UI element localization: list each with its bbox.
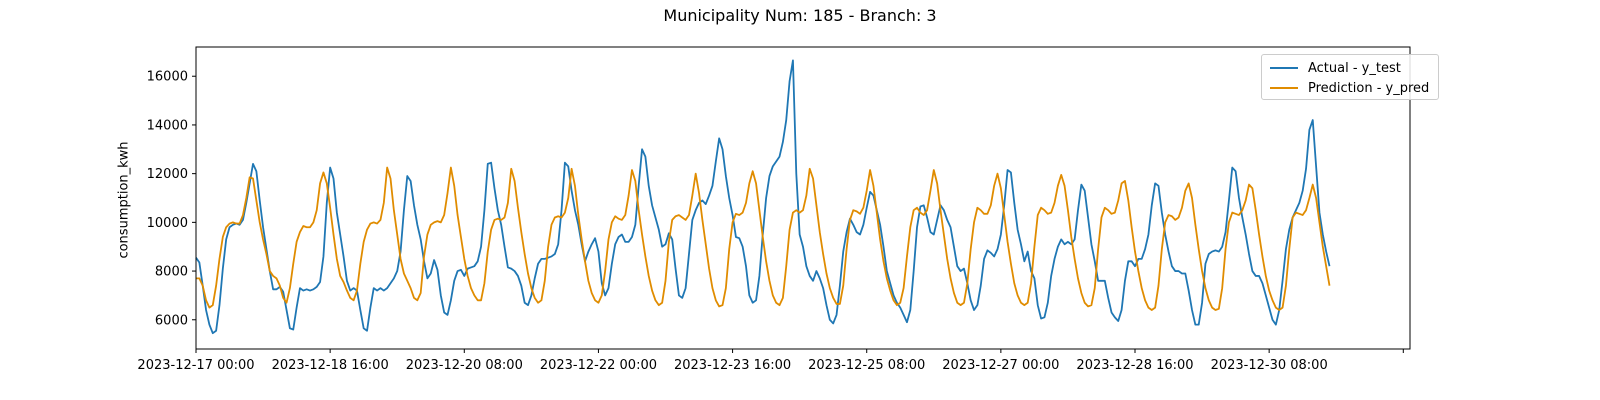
legend: Actual - y_test Prediction - y_pred bbox=[1261, 54, 1439, 100]
x-tick-label: 2023-12-18 16:00 bbox=[272, 358, 389, 373]
legend-label-actual: Actual - y_test bbox=[1308, 60, 1401, 76]
y-tick-label: 10000 bbox=[147, 216, 188, 231]
legend-swatch-prediction bbox=[1270, 87, 1298, 89]
x-tick-label: 2023-12-23 16:00 bbox=[674, 358, 791, 373]
y-tick-label: 16000 bbox=[147, 70, 188, 85]
x-tick-label: 2023-12-28 16:00 bbox=[1076, 358, 1193, 373]
plot-background bbox=[196, 47, 1410, 349]
x-tick-label: 2023-12-20 08:00 bbox=[406, 358, 523, 373]
y-tick-label: 14000 bbox=[147, 118, 188, 133]
axes: 6000 8000 10000 12000 14000 16000 2023-12-17 0… bbox=[137, 46, 1411, 373]
y-axis-label: consumption_kwh bbox=[116, 141, 132, 259]
x-tick-label: 2023-12-17 00:00 bbox=[137, 358, 254, 373]
legend-swatch-actual bbox=[1270, 67, 1298, 69]
x-tick-label: 2023-12-22 00:00 bbox=[540, 358, 657, 373]
y-tick-label: 6000 bbox=[155, 313, 188, 328]
y-tick-label: 8000 bbox=[155, 265, 188, 280]
plot-frame bbox=[195, 46, 1411, 350]
legend-item-prediction: Prediction - y_pred bbox=[1270, 80, 1429, 96]
legend-item-actual: Actual - y_test bbox=[1270, 60, 1401, 76]
series-layer bbox=[195, 59, 1331, 335]
series-line-prediction bbox=[196, 166, 1331, 311]
chart-title: Municipality Num: 185 - Branch: 3 bbox=[663, 6, 937, 25]
x-tick-label: 2023-12-30 08:00 bbox=[1211, 358, 1328, 373]
legend-label-prediction: Prediction - y_pred bbox=[1308, 80, 1430, 96]
plot-area bbox=[196, 47, 1410, 349]
y-tick-label: 12000 bbox=[147, 167, 188, 182]
x-tick-label: 2023-12-27 00:00 bbox=[942, 358, 1059, 373]
x-tick-label: 2023-12-25 08:00 bbox=[808, 358, 925, 373]
